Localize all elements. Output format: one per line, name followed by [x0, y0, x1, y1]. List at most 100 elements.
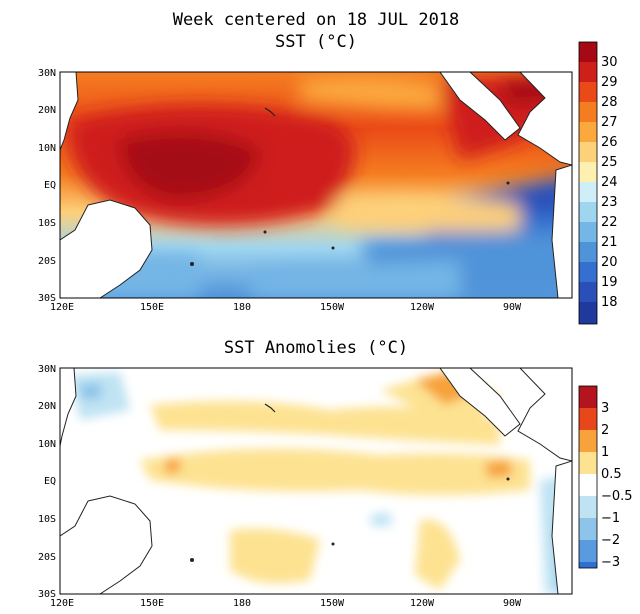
colorbar-swatch: [579, 62, 597, 82]
sst-anomaly-map: 30N 20N 10N EQ 10S 20S 30S 120E 150E 180…: [38, 364, 633, 609]
colorbar-swatch: [579, 222, 597, 242]
lon-tick-label: 90W: [503, 302, 522, 313]
colorbar-swatch: [579, 518, 597, 540]
colorbar-swatch: [579, 82, 597, 102]
panel1-title: SST (°C): [275, 32, 357, 52]
colorbar-label: 28: [601, 95, 618, 110]
lat-axis: 30N 20N 10N EQ 10S 20S 30S: [38, 68, 56, 304]
colorbar-label: 27: [601, 115, 618, 130]
lon-tick-label: 150W: [320, 598, 345, 609]
lon-tick-label: 90W: [503, 598, 522, 609]
colorbar-swatch: [579, 282, 597, 302]
colorbar-label: 26: [601, 135, 618, 150]
colorbar-label: 2: [601, 423, 609, 438]
colorbar-label: 29: [601, 75, 618, 90]
island: [331, 542, 335, 546]
colorbar-label: 23: [601, 195, 618, 210]
colorbar-label: 24: [601, 175, 618, 190]
mexico-coast: [439, 72, 521, 141]
central-america: [455, 368, 572, 462]
sst-map: 30N 20N 10N EQ 10S 20S 30S 120E 150E 180…: [38, 41, 618, 325]
lon-tick-label: 120W: [410, 302, 435, 313]
map-frame: [59, 71, 573, 299]
panel2-title: SST Anomolies (°C): [223, 338, 409, 358]
lat-tick-label: 10S: [38, 514, 56, 525]
colorbar-swatch: [579, 102, 597, 122]
island: [506, 477, 510, 481]
colorbar-label: −0.5: [601, 489, 633, 504]
colorbar-label: 30: [601, 55, 618, 70]
lon-axis: 120E 150E 180 150W 120W 90W: [50, 302, 522, 313]
lon-tick-label: 150E: [140, 302, 164, 313]
colorbar-swatch: [579, 182, 597, 202]
south-america-coast: [551, 164, 572, 298]
hawaii-islands: [264, 107, 276, 117]
colorbar-label: −2: [601, 533, 620, 548]
colorbar-swatch: [579, 386, 597, 408]
asia-coast: [60, 72, 79, 151]
lat-tick-label: 20S: [38, 256, 56, 267]
colorbar-label: −3: [601, 555, 620, 570]
lat-tick-label: 20N: [38, 401, 56, 412]
colorbar-label: 25: [601, 155, 618, 170]
colorbar-label: 21: [601, 235, 618, 250]
lat-tick-label: 10N: [38, 439, 56, 450]
island: [190, 262, 194, 266]
lon-tick-label: 120E: [50, 302, 74, 313]
central-america: [455, 72, 572, 166]
colorbar-label: 1: [601, 445, 609, 460]
colorbar-swatch: [579, 162, 597, 182]
colorbar-swatch: [579, 540, 597, 562]
lon-tick-label: 150E: [140, 598, 164, 609]
lat-axis: 30N 20N 10N EQ 10S 20S 30S: [38, 364, 56, 600]
colorbar-swatch: [579, 430, 597, 452]
colorbar-swatch: [579, 452, 597, 474]
lon-tick-label: 180: [233, 598, 251, 609]
lat-tick-label: 20N: [38, 105, 56, 116]
island: [263, 230, 267, 234]
colorbar-label: 18: [601, 295, 618, 310]
south-america-coast: [551, 460, 572, 594]
colorbar-label: −1: [601, 511, 620, 526]
colorbar-swatch: [579, 122, 597, 142]
colorbar-swatch: [579, 242, 597, 262]
island: [190, 558, 194, 562]
land-masses-2: [60, 368, 572, 594]
colorbar-label: 19: [601, 275, 618, 290]
colorbar-swatch: [579, 496, 597, 518]
anomaly-field-contours: [70, 370, 572, 594]
lat-tick-label: 20S: [38, 552, 56, 563]
lon-tick-label: 120W: [410, 598, 435, 609]
lat-tick-label: 30N: [38, 364, 56, 375]
lon-tick-label: 150W: [320, 302, 345, 313]
lat-tick-label: 10S: [38, 218, 56, 229]
island: [506, 181, 510, 185]
colorbar-swatch: [579, 142, 597, 162]
figure-title: Week centered on 18 JUL 2018: [172, 10, 460, 30]
colorbar-label: 0.5: [601, 467, 622, 482]
mexico-coast: [439, 368, 521, 437]
lat-tick-label: EQ: [44, 180, 56, 191]
lat-tick-label: EQ: [44, 476, 56, 487]
colorbar-swatch: [579, 562, 597, 568]
lat-tick-label: 30S: [38, 293, 56, 304]
anomaly-colorbar: 3 2 1 0.5 −0.5 −1 −2 −3: [578, 385, 633, 570]
island: [331, 246, 335, 250]
map-frame: [59, 367, 573, 595]
lon-axis: 120E 150E 180 150W 120W 90W: [50, 598, 522, 609]
australia-newguinea: [60, 199, 153, 298]
colorbar-swatch: [579, 42, 597, 62]
colorbar-swatch: [579, 474, 597, 496]
colorbar-swatch: [579, 202, 597, 222]
colorbar-swatch: [579, 408, 597, 430]
hawaii-islands: [264, 403, 276, 413]
lon-tick-label: 180: [233, 302, 251, 313]
australia-newguinea: [60, 495, 153, 594]
lon-tick-label: 120E: [50, 598, 74, 609]
lat-tick-label: 30N: [38, 68, 56, 79]
colorbar-label: 3: [601, 401, 609, 416]
lat-tick-label: 30S: [38, 589, 56, 600]
colorbar-label: 20: [601, 255, 618, 270]
land-masses: [60, 72, 572, 298]
